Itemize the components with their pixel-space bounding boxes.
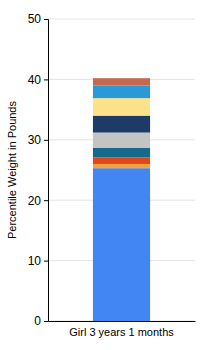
y-tick: 40 [28,73,48,87]
y-tick-label: 30 [28,133,42,147]
y-tick-mark [44,200,48,201]
y-tick-label: 10 [28,254,42,268]
bar-segment [93,164,150,168]
y-tick: 10 [28,254,48,268]
y-axis-line [44,20,49,322]
grid-line [48,19,195,20]
y-tick-label: 40 [28,73,42,87]
y-tick-mark [44,321,48,322]
y-tick: 0 [34,314,48,328]
plot: 0 10 20 30 40 50 Girl 3 years 1 months [28,12,196,338]
bar-segment [93,78,150,85]
bars [93,78,150,321]
grid [48,19,195,321]
y-tick-mark [44,140,48,141]
bar-segment [93,133,150,148]
y-tick: 50 [28,12,48,26]
y-axis-title: Percentile Weight in Pounds [6,101,18,239]
bar-segment [93,148,150,158]
chart: 0 10 20 30 40 50 Girl 3 years 1 months Percenti… [0,0,200,350]
y-tick: 30 [28,133,48,147]
x-tick: Girl 3 years 1 months [69,321,174,338]
bar-segment [93,168,150,321]
y-tick-label: 0 [34,314,41,328]
x-axis-line [49,321,196,322]
y-tick-label: 20 [28,194,42,208]
y-tick: 20 [28,194,48,208]
bar-segment [93,157,150,164]
bar-segment [93,85,150,98]
bar-segment [93,116,150,133]
x-axis: Girl 3 years 1 months [49,321,196,338]
y-tick-mark [44,79,48,80]
x-tick-label: Girl 3 years 1 months [69,326,174,338]
y-tick-label: 50 [28,12,42,26]
y-tick-mark [44,19,48,20]
y-tick-mark [44,261,48,262]
y-axis: 0 10 20 30 40 50 [28,12,49,328]
bar-segment [93,98,150,116]
